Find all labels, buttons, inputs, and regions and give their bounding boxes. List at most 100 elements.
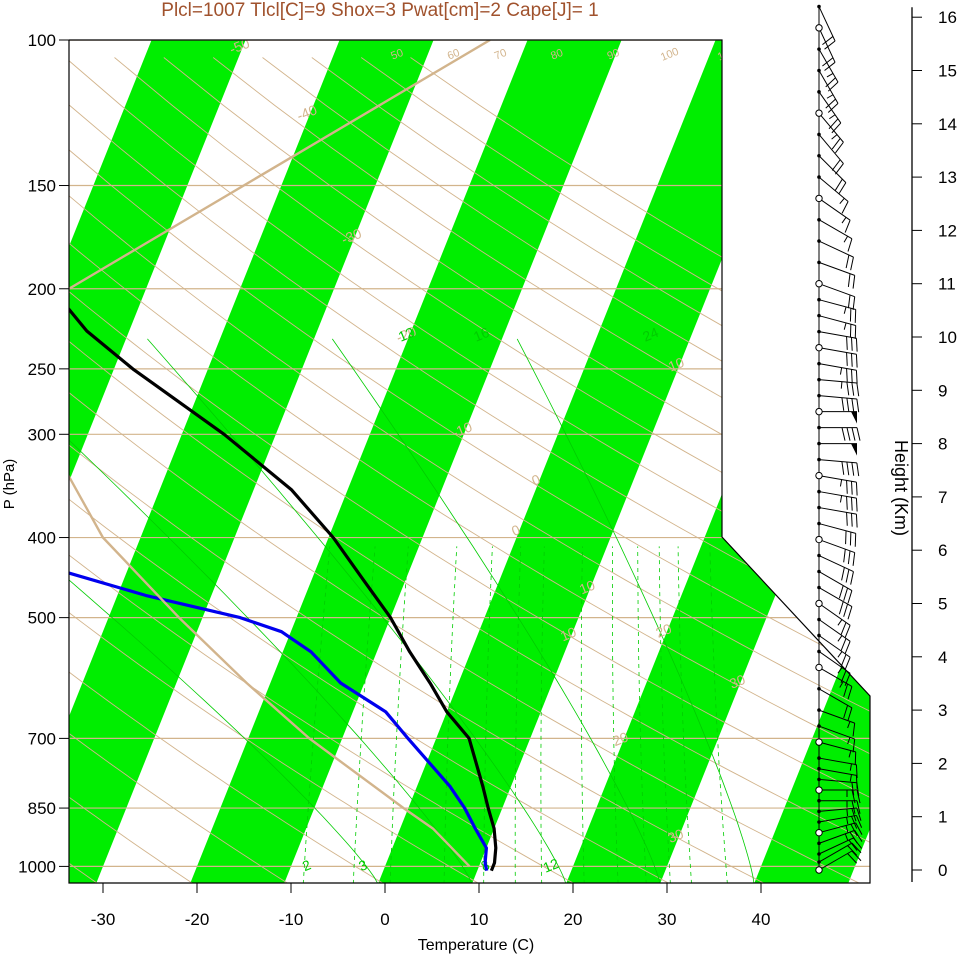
wind-feather [852,275,856,289]
barb-station-dot [817,820,821,824]
wind-half-feather [846,817,849,825]
p-tick-label: 200 [28,280,56,299]
barb-station-dot [817,686,821,691]
height-tick-label: 14 [938,115,957,134]
isotherm-label: 30 [665,825,686,846]
dry-adiabat [69,57,480,883]
pressure-axis: 100 150 200 250 300 400 500 700 850 1000 [18,31,69,876]
barb-station-dot [817,852,821,856]
wind-feather [851,382,855,396]
wind-barb [818,315,856,326]
wind-pennant [851,411,857,424]
wind-feather [852,739,856,753]
wind-half-feather [849,763,852,771]
wind-half-feather [831,134,838,140]
wind-feather [850,497,853,511]
wind-feather [852,552,856,566]
wind-feather [846,480,848,494]
barb-station-dot [817,297,821,302]
wind-barb [818,491,857,499]
wind-half-feather [839,495,843,503]
barb-station-ring [815,535,823,544]
wind-feather [846,382,850,396]
wind-barb [818,70,839,104]
adiabat-label: 90 [606,47,622,63]
isotherm-label: 20 [653,620,674,641]
wind-barb [818,822,856,834]
mixing-ratio-line [612,546,619,883]
wind-feather [846,512,848,526]
height-tick-label: 1 [938,808,947,827]
height-tick-label: 0 [938,861,947,880]
height-tick-label: 2 [938,754,947,773]
wind-feather [847,550,851,565]
barb-station-dot [817,633,821,638]
wind-feather [850,369,853,383]
mixing-ratio-line [483,546,493,883]
dry-adiabat [69,57,870,883]
wind-feather [824,61,836,71]
wind-barb [818,829,855,844]
wind-feather [851,842,862,854]
wind-feather [855,498,858,512]
wind-feather [845,254,850,269]
wind-half-feather [843,322,847,330]
wind-feather [855,338,858,352]
barb-station-ring [815,109,823,117]
wind-feather [840,622,847,635]
mixing-ratio-label: 24 [640,324,661,345]
barb-station-dot [817,153,821,158]
barb-station-ring [815,866,823,874]
wind-barb [818,261,855,276]
wind-barb [818,459,857,464]
wind-barb [818,807,857,812]
x-tick-label: 40 [752,910,771,929]
wind-feather [834,178,843,191]
wind-feather [841,397,845,411]
wind-half-feather [839,197,845,204]
wind-feather [843,683,849,697]
wind-half-feather [840,381,843,389]
x-tick-label: 0 [380,910,389,929]
wind-feather [854,830,863,842]
dry-adiabat [69,57,385,883]
wind-feather [856,807,862,821]
barb-station-dot [817,649,821,654]
wind-feather [851,398,855,412]
wind-feather [855,775,858,789]
dry-adiabat [69,57,289,883]
mixing-ratio-line [389,546,409,883]
wind-barb [818,240,854,258]
height-tick-label: 15 [938,62,957,81]
wind-barb [818,283,855,298]
wind-feather [851,789,856,804]
barb-station-dot [817,617,821,622]
isotherm-label: -40 [294,101,319,123]
mixing-ratio-line [637,546,647,883]
wind-feather [851,850,862,862]
wind-barb [818,688,853,709]
wind-barb [818,48,839,83]
barb-station-dot [817,756,821,760]
wind-barb [818,91,842,124]
wind-feather [850,513,853,527]
parcel-path [69,40,491,868]
wind-feather [855,514,858,528]
wind-feather [841,567,845,581]
wind-barb [818,635,851,658]
barb-station-ring [815,194,823,203]
mixing-ratio-line [443,546,458,883]
barb-station-dot [817,489,821,494]
wind-half-feather [829,114,836,120]
wind-feather [846,352,848,366]
wind-half-feather [837,635,843,642]
barb-station-dot [817,457,821,462]
p-tick-label: 700 [28,729,56,748]
wind-feather [851,427,856,441]
wind-barb [818,814,857,823]
moist-adiabat [69,338,379,883]
wind-half-feather [847,721,851,729]
barb-station-dot [817,766,821,771]
wind-half-feather [848,750,852,758]
